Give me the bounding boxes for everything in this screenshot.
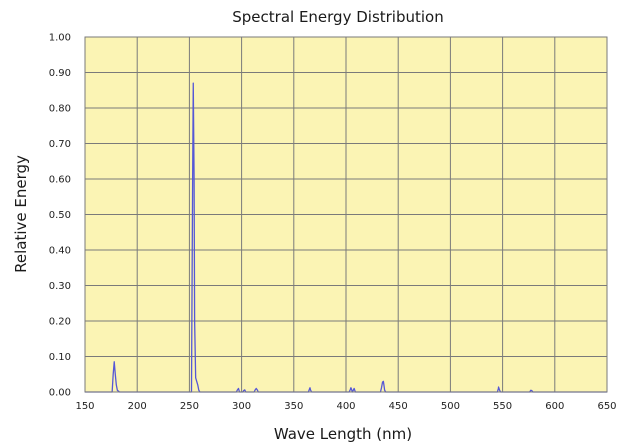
y-tick-label: 0.30 xyxy=(49,281,71,292)
x-axis-label: Wave Length (nm) xyxy=(274,425,412,443)
plot-frame xyxy=(84,36,608,393)
chart-title: Spectral Energy Distribution xyxy=(232,8,444,26)
x-tick-label: 200 xyxy=(128,401,147,412)
y-tick-label: 0.90 xyxy=(49,68,71,79)
y-tick-label: 0.40 xyxy=(49,246,71,257)
y-tick-label: 0.10 xyxy=(49,352,71,363)
x-tick-label: 150 xyxy=(75,401,94,412)
y-axis-label: Relative Energy xyxy=(12,155,30,273)
x-tick-label: 600 xyxy=(545,401,564,412)
y-tick-label: 0.20 xyxy=(49,317,71,328)
y-tick-label: 1.00 xyxy=(49,33,71,44)
y-tick-labels: 0.00 0.10 0.20 0.30 0.40 0.50 0.60 0.70 0.80 0.90… xyxy=(49,33,71,399)
y-tick-label: 0.60 xyxy=(49,175,71,186)
y-tick-label: 0.70 xyxy=(49,139,71,150)
x-tick-label: 550 xyxy=(493,401,512,412)
x-tick-label: 250 xyxy=(180,401,199,412)
x-tick-label: 400 xyxy=(336,401,355,412)
x-tick-label: 650 xyxy=(597,401,616,412)
x-tick-label: 350 xyxy=(284,401,303,412)
y-tick-label: 0.00 xyxy=(49,388,71,399)
y-tick-label: 0.50 xyxy=(49,210,71,221)
x-tick-label: 450 xyxy=(389,401,408,412)
y-tick-label: 0.80 xyxy=(49,104,71,115)
x-tick-labels: 150 200 250 300 350 400 450 500 550 600 650 xyxy=(75,401,616,412)
x-tick-label: 500 xyxy=(441,401,460,412)
x-tick-label: 300 xyxy=(232,401,251,412)
